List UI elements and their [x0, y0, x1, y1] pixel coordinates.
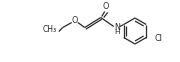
Text: N: N [114, 23, 120, 32]
Text: O: O [72, 16, 78, 25]
Text: O: O [103, 2, 109, 11]
Text: Cl: Cl [154, 34, 162, 43]
Text: CH₃: CH₃ [43, 25, 57, 34]
Text: H: H [114, 30, 120, 36]
